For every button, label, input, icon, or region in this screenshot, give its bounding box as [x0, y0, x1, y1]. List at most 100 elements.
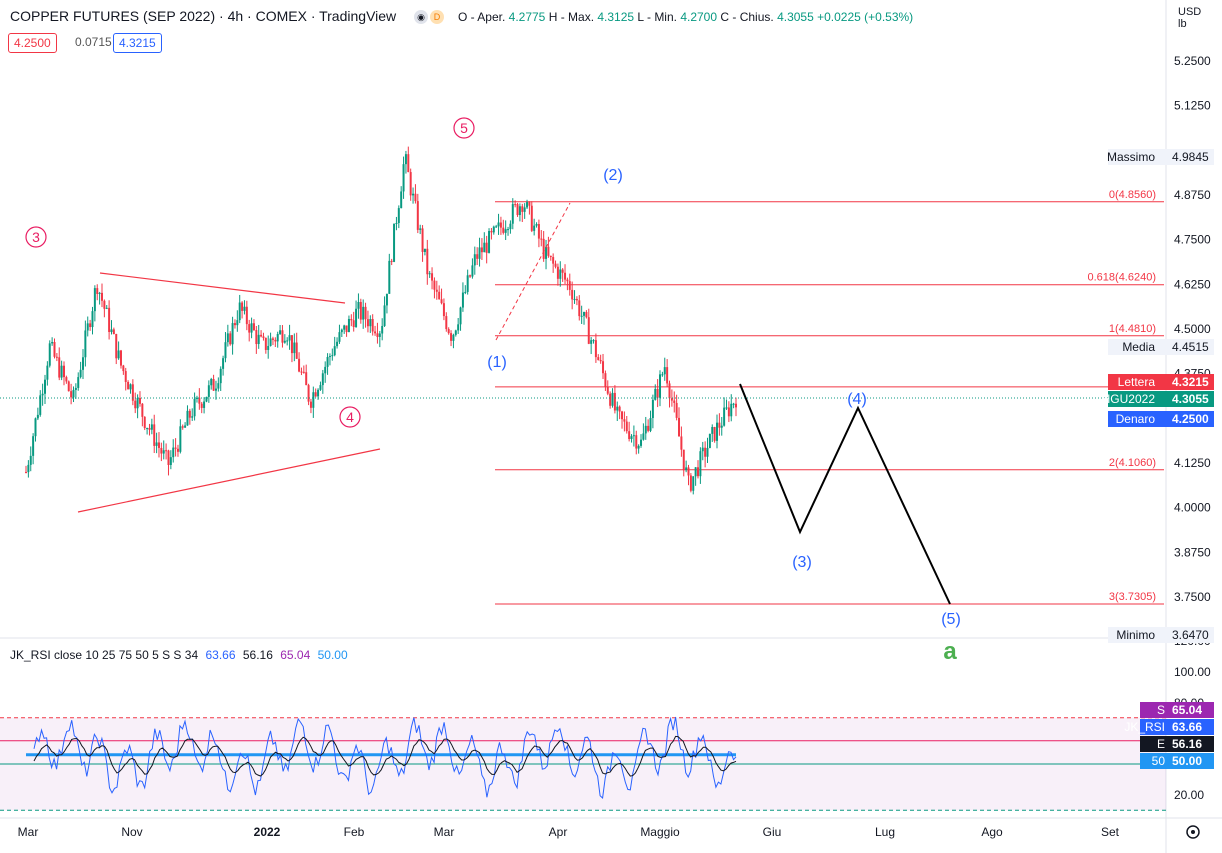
candle: [103, 299, 106, 318]
time-tick: Feb: [344, 825, 365, 839]
svg-text:Media: Media: [1122, 340, 1155, 354]
candle: [309, 398, 312, 414]
candle: [416, 193, 419, 234]
svg-text:HGU2022: HGU2022: [1102, 392, 1156, 406]
candle: [359, 298, 362, 324]
svg-text:50: 50: [1152, 754, 1166, 768]
candle: [566, 277, 569, 291]
candle: [34, 417, 37, 442]
candle: [559, 261, 562, 287]
candle: [65, 375, 68, 384]
rsi-value-label: JK_RSI 63.66: [1124, 719, 1214, 735]
candle: [637, 444, 640, 454]
wave-label-c1: (1): [487, 354, 507, 371]
price-label-lettera: Lettera 4.3215: [1108, 374, 1214, 390]
candle: [469, 274, 472, 278]
candle: [205, 396, 208, 403]
currency-unit[interactable]: USD lb: [1178, 6, 1218, 30]
candle: [640, 434, 643, 448]
candle: [725, 399, 728, 410]
candle: [74, 383, 77, 399]
svg-text:Lettera: Lettera: [1118, 375, 1156, 389]
candle: [483, 232, 486, 253]
candle: [613, 385, 616, 414]
candle: [336, 337, 339, 349]
candle: [533, 218, 536, 236]
candle: [473, 246, 476, 275]
rsi-title: JK_RSI close 10 25 75 50 5 S S 34: [10, 648, 199, 662]
svg-text:65.04: 65.04: [1172, 703, 1202, 717]
candle: [587, 308, 590, 345]
eye-icon[interactable]: ◉: [414, 10, 429, 25]
svg-text:4.4515: 4.4515: [1172, 340, 1209, 354]
time-tick: Maggio: [640, 825, 680, 839]
candle: [195, 395, 198, 403]
candle: [723, 397, 726, 427]
svg-text:4.2500: 4.2500: [1172, 412, 1209, 426]
time-tick: Set: [1101, 825, 1120, 839]
candle: [445, 312, 448, 332]
candle: [400, 186, 403, 209]
candle: [314, 388, 317, 398]
candle: [127, 380, 130, 390]
high-label: H - Max.: [548, 10, 595, 24]
candle: [252, 319, 255, 331]
candle: [143, 416, 146, 431]
candle: [217, 377, 220, 392]
candle: [663, 357, 666, 381]
candle: [682, 449, 685, 477]
candle: [573, 290, 576, 304]
price-tick: 3.8750: [1174, 545, 1211, 559]
candle: [119, 349, 122, 369]
candle: [72, 386, 75, 403]
candle: [504, 220, 507, 241]
candle: [521, 203, 524, 222]
candle: [419, 224, 422, 235]
candle: [326, 353, 329, 375]
candle: [708, 433, 711, 449]
candle: [675, 394, 678, 421]
candle: [642, 423, 645, 441]
candle: [457, 318, 460, 334]
candle: [735, 397, 737, 417]
candle: [730, 394, 733, 422]
candle: [345, 325, 348, 337]
candle: [79, 361, 82, 379]
candle: [172, 439, 175, 463]
candle: [547, 236, 550, 258]
candle: [288, 324, 291, 350]
candle: [364, 302, 367, 328]
candle: [193, 392, 196, 421]
rsi-v2: 56.16: [242, 648, 273, 662]
candle: [720, 417, 723, 436]
candle: [286, 337, 289, 346]
candle: [343, 324, 346, 334]
wave-label-w4: 4: [346, 409, 354, 425]
price-tick: 4.0000: [1174, 501, 1211, 515]
settings-icon[interactable]: [1186, 825, 1200, 839]
candle: [27, 460, 30, 478]
candle: [431, 267, 434, 290]
candle: [711, 424, 714, 442]
candle: [433, 277, 436, 299]
bid-box[interactable]: 4.2500: [8, 33, 57, 53]
candle: [46, 361, 49, 386]
candle: [264, 337, 267, 354]
candle: [666, 359, 669, 388]
candle: [129, 383, 132, 394]
candle: [371, 314, 374, 336]
candle: [618, 405, 621, 420]
ask-box[interactable]: 4.3215: [113, 33, 162, 53]
price-tick: 5.2500: [1174, 54, 1211, 68]
candle: [706, 437, 709, 463]
symbol-title: COPPER FUTURES (SEP 2022) · 4h · COMEX ·…: [10, 8, 397, 24]
candle: [488, 228, 491, 254]
candle: [545, 239, 548, 270]
candle: [146, 427, 149, 435]
candle: [699, 447, 702, 484]
candle: [585, 310, 588, 319]
candle: [269, 332, 272, 347]
candle: [124, 367, 127, 391]
wave-circle: [339, 406, 361, 428]
